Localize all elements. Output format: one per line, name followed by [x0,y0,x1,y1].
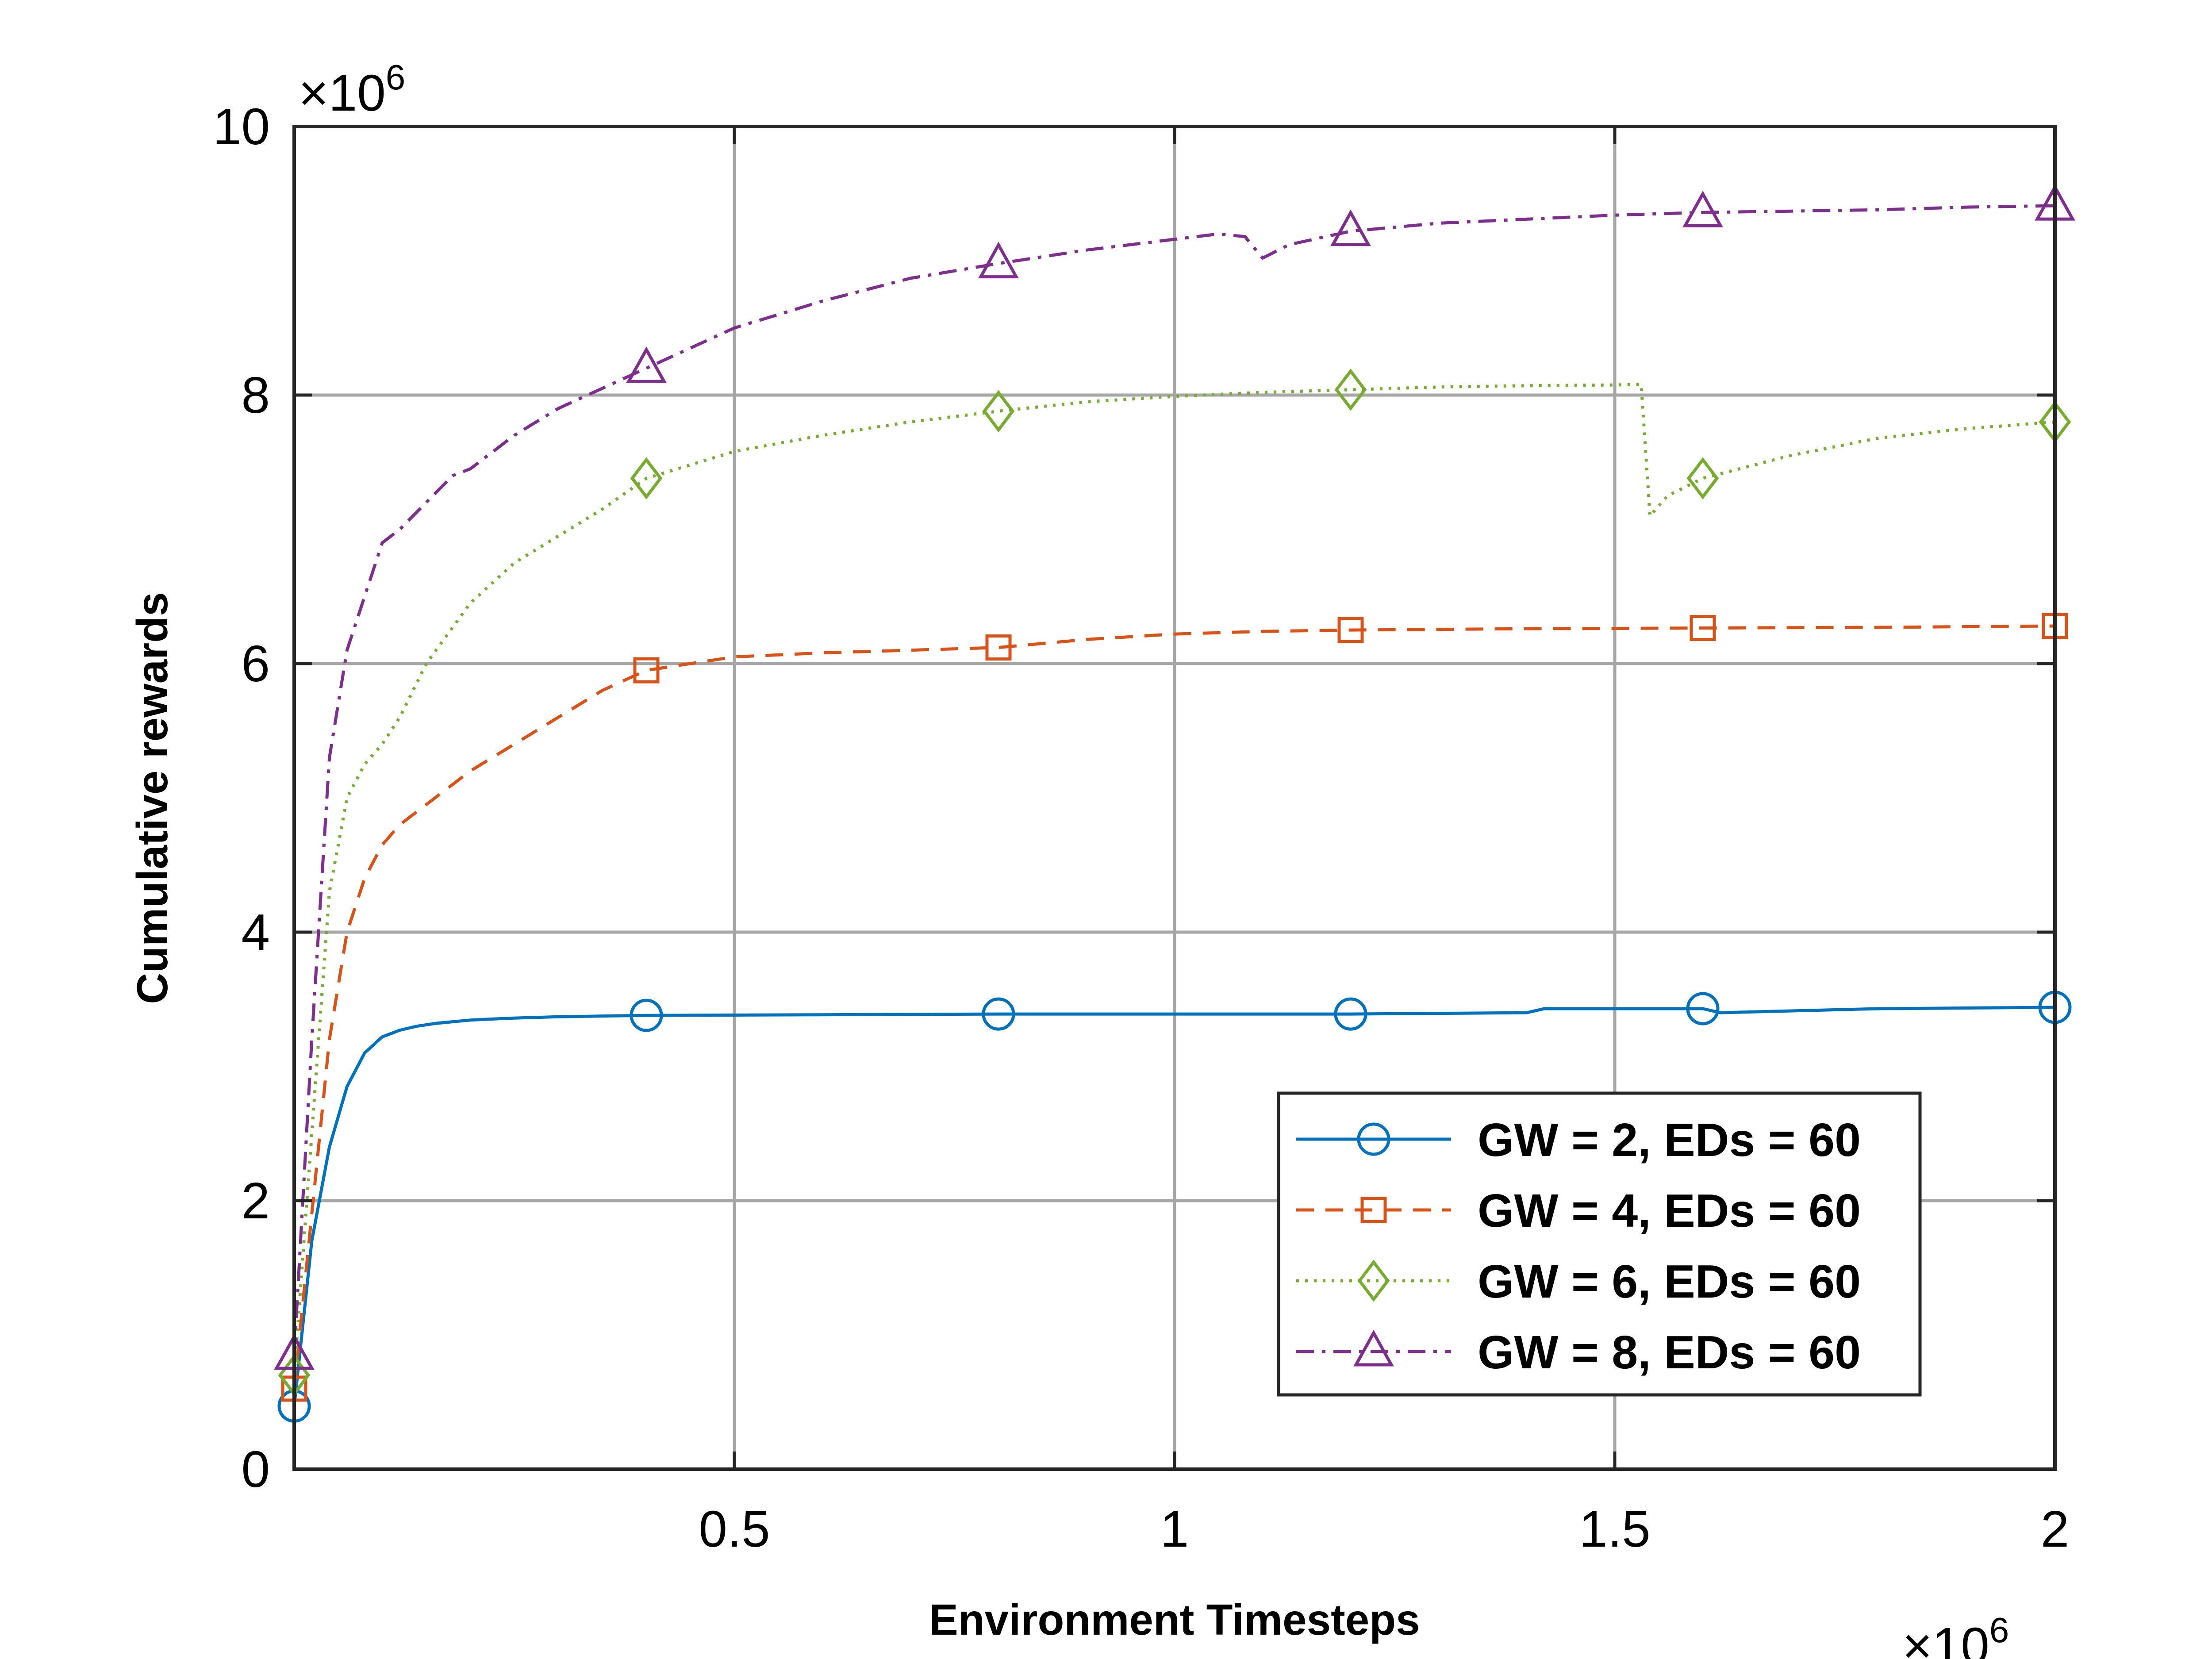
circle-marker [630,998,663,1032]
diamond-marker [982,390,1015,433]
series-line [292,624,2055,1389]
legend-square-marker [1360,1197,1387,1223]
y-tick-label: 0 [241,1440,270,1498]
legend-item: GW = 8, EDs = 60 [1296,1326,1861,1379]
legend-box [1277,1091,1922,1397]
legend-item: GW = 4, EDs = 60 [1296,1185,1861,1237]
legend-item: GW = 2, EDs = 60 [1296,1114,1861,1166]
legend-triangle-marker [1353,1329,1394,1367]
square-marker [985,634,1012,661]
legend-label: GW = 6, EDs = 60 [1478,1256,1861,1308]
x-tick-label: 0.5 [699,1500,770,1558]
diamond-marker [1334,369,1367,411]
x-axis-label: Environment Timesteps [929,1595,1420,1644]
y-tick-label: 2 [241,1172,270,1229]
series-4 [274,184,2075,1370]
square-marker [633,657,660,684]
y-tick-label: 10 [213,98,270,155]
legend-label: GW = 4, EDs = 60 [1478,1185,1861,1237]
triangle-marker [1330,209,1371,246]
y-axis-label: Cumulative rewards [128,592,177,1004]
square-marker [1337,617,1364,643]
legend-circle-marker [1357,1122,1390,1156]
square-marker [1690,615,1716,641]
y-tick-label: 6 [241,635,270,692]
circle-marker [1686,992,1720,1025]
legend-items: GW = 2, EDs = 60 GW = 4, EDs = 60 GW = 6, … [1296,1114,1861,1379]
legend: GW = 2, EDs = 60 GW = 4, EDs = 60 GW = 6, … [1277,1091,1922,1397]
series-line [292,204,2055,1356]
x-tick-label: 1.5 [1579,1500,1650,1558]
y-tick-label: 8 [241,366,270,424]
legend-diamond-marker [1357,1260,1390,1302]
y-tick-label: 4 [241,903,270,961]
diamond-marker [630,457,663,499]
triangle-marker [1682,191,1723,227]
ticks: 0.5 1 1.5 2 0 2 4 6 8 10 [213,98,2069,1558]
triangle-marker [978,242,1019,279]
diamond-marker [1686,457,1719,499]
x-tick-label: 1 [1160,1500,1189,1558]
x-tick-label: 2 [2041,1500,2070,1558]
circle-marker [1334,997,1367,1031]
triangle-marker [626,346,667,383]
legend-label: GW = 2, EDs = 60 [1478,1114,1861,1166]
legend-item: GW = 6, EDs = 60 [1296,1256,1861,1308]
series-line [292,1006,2055,1406]
legend-label: GW = 8, EDs = 60 [1478,1326,1861,1379]
circle-marker [982,997,1015,1031]
